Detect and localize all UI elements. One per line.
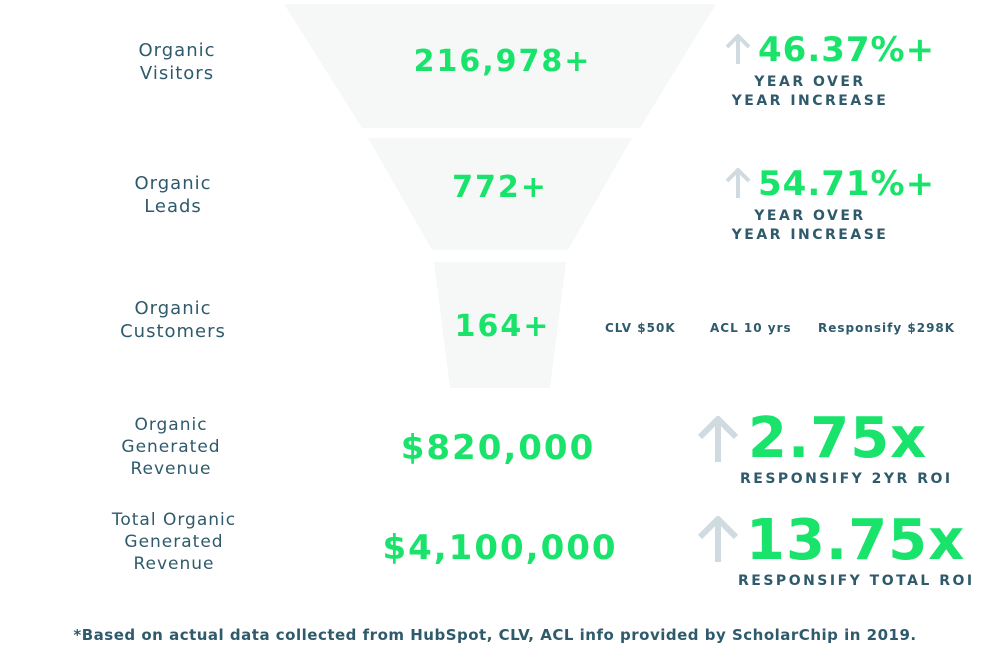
funnel-segment-visitors — [284, 4, 716, 128]
stage-caption-leads: YEAR OVER YEAR INCREASE — [731, 208, 889, 243]
stage-multiplier-revenue: 2.75x — [748, 406, 928, 471]
stage-label-leads: Organic Leads — [134, 173, 212, 217]
stage-caption-total-revenue: RESPONSIFY TOTAL ROI — [738, 573, 975, 589]
stage-change-leads: 54.71%+ — [758, 164, 936, 204]
metric-clv: CLV $50K — [605, 321, 676, 335]
stage-label-total-revenue: Total Organic Generated Revenue — [111, 510, 237, 574]
stage-value-revenue: $820,000 — [400, 428, 596, 468]
footnote: *Based on actual data collected from Hub… — [73, 626, 917, 644]
metric-acl: ACL 10 yrs — [710, 321, 792, 335]
stage-value-visitors: 216,978+ — [413, 44, 592, 79]
stage-value-customers: 164+ — [454, 309, 551, 344]
metric-responsify: Responsify $298K — [818, 321, 956, 335]
stage-value-leads: 772+ — [452, 170, 548, 205]
funnel-segment-customers — [434, 262, 566, 388]
stage-caption-revenue: RESPONSIFY 2YR ROI — [740, 471, 953, 487]
stage-label-visitors: Organic Visitors — [138, 40, 216, 84]
up-arrow-icon — [725, 34, 751, 64]
up-arrow-icon — [697, 516, 739, 562]
stage-change-visitors: 46.37%+ — [758, 30, 936, 70]
stage-label-revenue: Organic Generated Revenue — [121, 415, 221, 479]
up-arrow-icon — [725, 168, 751, 198]
stage-caption-visitors: YEAR OVER YEAR INCREASE — [731, 74, 889, 109]
funnel-segment-leads — [368, 138, 632, 250]
stage-label-customers: Organic Customers — [120, 298, 226, 342]
up-arrow-icon — [697, 416, 739, 462]
stage-value-total-revenue: $4,100,000 — [382, 528, 618, 568]
stage-multiplier-total-revenue: 13.75x — [746, 508, 966, 573]
